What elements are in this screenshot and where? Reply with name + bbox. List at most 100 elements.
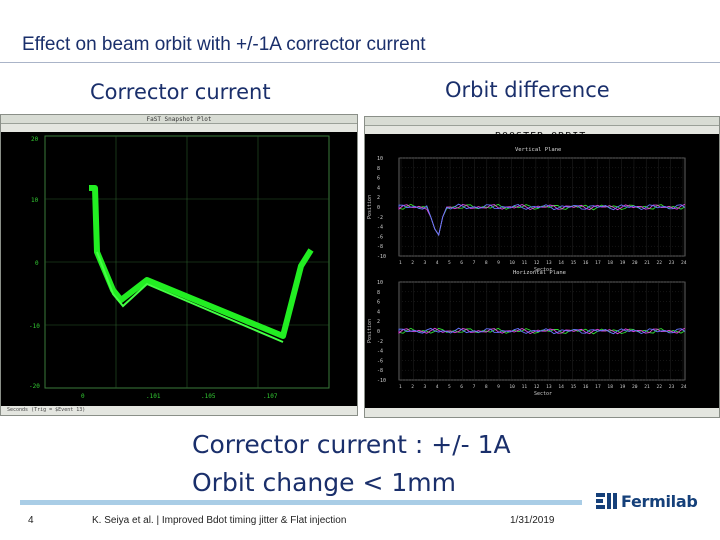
orbit-sector-tick: 19 — [620, 260, 626, 266]
orbit-y-tick: 10 — [377, 156, 383, 162]
orbit-y-tick: -6 — [377, 234, 383, 240]
orbit-difference-screenshot: BOOSTER ORBIT Vertical Plane Horizontal … — [364, 116, 720, 418]
left-y-tick: -20 — [29, 383, 40, 390]
orbit-sector-tick: 7 — [473, 260, 476, 266]
footer-date: 1/31/2019 — [510, 515, 555, 526]
orbit-sector-tick: 22 — [656, 384, 662, 390]
orbit-sector-tick: 2 — [411, 260, 414, 266]
orbit-sector-tick: 16 — [583, 384, 589, 390]
right-window-toolbar — [365, 126, 719, 134]
orbit-sector-tick: 24 — [681, 260, 687, 266]
orbit-sector-tick: 18 — [607, 384, 613, 390]
fermilab-wordmark: Fermilab — [621, 491, 698, 511]
orbit-y-tick: 4 — [377, 185, 380, 191]
left-y-tick: 20 — [31, 136, 39, 143]
page-number: 4 — [28, 515, 34, 526]
footer-accent-rule — [20, 500, 582, 505]
left-heading: Corrector current — [90, 80, 271, 104]
orbit-y-tick: -8 — [377, 244, 383, 250]
right-heading: Orbit difference — [445, 78, 610, 102]
orbit-sector-tick: 4 — [436, 384, 439, 390]
orbit-y-tick: 0 — [377, 205, 380, 211]
orbit-y-label: Position — [367, 195, 373, 219]
orbit-sector-tick: 21 — [644, 260, 650, 266]
left-x-tick: .101 — [146, 393, 161, 400]
orbit-sector-tick: 14 — [558, 260, 564, 266]
orbit-sector-tick: 19 — [620, 384, 626, 390]
orbit-y-tick: -2 — [377, 339, 383, 345]
left-window-title: FaST Snapshot Plot — [1, 115, 357, 124]
orbit-sector-tick: 12 — [534, 260, 540, 266]
orbit-sector-tick: 17 — [595, 260, 601, 266]
left-x-tick: .107 — [263, 393, 278, 400]
left-y-tick: -10 — [29, 323, 40, 330]
orbit-y-tick: 0 — [377, 329, 380, 335]
orbit-sector-tick: 7 — [473, 384, 476, 390]
orbit-y-tick: -4 — [377, 225, 383, 231]
orbit-trace — [398, 327, 686, 335]
orbit-x-label: Sector — [534, 267, 552, 273]
orbit-sector-tick: 16 — [583, 260, 589, 266]
orbit-trace — [398, 203, 686, 237]
orbit-sector-tick: 13 — [546, 260, 552, 266]
title-divider — [0, 62, 720, 63]
orbit-sector-tick: 10 — [509, 384, 515, 390]
orbit-y-tick: -10 — [377, 378, 386, 384]
orbit-sector-tick: 14 — [558, 384, 564, 390]
lower-plane-label: Horizontal Plane — [513, 270, 566, 276]
orbit-sector-tick: 15 — [571, 384, 577, 390]
corrector-current-trace-edge — [96, 251, 284, 343]
left-y-tick: 0 — [35, 260, 39, 267]
right-window-title — [365, 117, 719, 126]
orbit-y-tick: -6 — [377, 358, 383, 364]
orbit-difference-plot: Vertical Plane Horizontal Plane 1086420-… — [365, 134, 719, 408]
orbit-sector-tick: 23 — [669, 384, 675, 390]
orbit-sector-tick: 8 — [485, 260, 488, 266]
corrector-current-trace — [89, 185, 314, 339]
footer-text: K. Seiya et al. | Improved Bdot timing j… — [92, 515, 347, 526]
orbit-sector-tick: 13 — [546, 384, 552, 390]
orbit-x-label: Sector — [534, 391, 552, 397]
orbit-sector-tick: 15 — [571, 260, 577, 266]
orbit-sector-tick: 1 — [399, 384, 402, 390]
orbit-sector-tick: 23 — [669, 260, 675, 266]
orbit-y-tick: -10 — [377, 254, 386, 260]
orbit-y-tick: 6 — [377, 176, 380, 182]
orbit-y-tick: 2 — [377, 195, 380, 201]
orbit-y-tick: 6 — [377, 300, 380, 306]
orbit-sector-tick: 9 — [497, 260, 500, 266]
orbit-sector-tick: 6 — [460, 384, 463, 390]
orbit-sector-tick: 9 — [497, 384, 500, 390]
orbit-sector-tick: 1 — [399, 260, 402, 266]
slide-title: Effect on beam orbit with +/-1A correcto… — [22, 34, 426, 55]
orbit-sector-tick: 20 — [632, 384, 638, 390]
left-y-tick: 10 — [31, 197, 39, 204]
orbit-sector-tick: 20 — [632, 260, 638, 266]
orbit-y-label: Position — [367, 319, 373, 343]
orbit-sector-tick: 6 — [460, 260, 463, 266]
orbit-sector-tick: 3 — [424, 384, 427, 390]
orbit-sector-tick: 5 — [448, 384, 451, 390]
orbit-y-tick: 2 — [377, 319, 380, 325]
orbit-y-tick: -8 — [377, 368, 383, 374]
orbit-sector-tick: 2 — [411, 384, 414, 390]
orbit-y-tick: 4 — [377, 309, 380, 315]
left-x-tick: 0 — [81, 393, 85, 400]
callout-line-current: Corrector current : +/- 1A — [192, 430, 511, 459]
orbit-sector-tick: 22 — [656, 260, 662, 266]
corrector-current-screenshot: FaST Snapshot Plot 20 10 0 -10 -20 0 .10… — [0, 114, 358, 416]
right-window-footer — [365, 408, 719, 417]
orbit-y-tick: 10 — [377, 280, 383, 286]
left-window-toolbar — [1, 124, 357, 132]
orbit-sector-tick: 11 — [522, 384, 528, 390]
orbit-sector-tick: 4 — [436, 260, 439, 266]
orbit-y-tick: 8 — [377, 166, 380, 172]
corrector-grid — [45, 136, 329, 388]
orbit-y-tick: -4 — [377, 349, 383, 355]
orbit-sector-tick: 8 — [485, 384, 488, 390]
upper-plane-label: Vertical Plane — [515, 147, 561, 153]
orbit-sector-tick: 18 — [607, 260, 613, 266]
orbit-sector-tick: 10 — [509, 260, 515, 266]
